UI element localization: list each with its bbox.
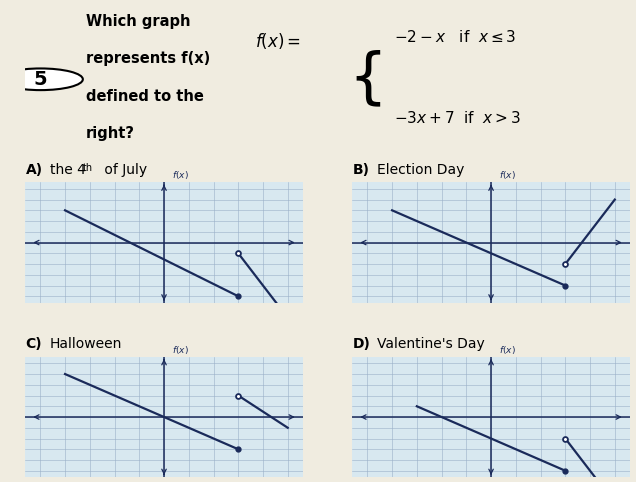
Text: right?: right? xyxy=(86,126,135,141)
Text: defined to the: defined to the xyxy=(86,89,204,104)
Text: Halloween: Halloween xyxy=(50,337,122,351)
Circle shape xyxy=(0,68,83,90)
Text: $-2-x$   if  $x\leq 3$: $-2-x$ if $x\leq 3$ xyxy=(394,29,516,45)
Text: of July: of July xyxy=(100,162,148,176)
Text: $f(x)=$: $f(x)=$ xyxy=(255,30,301,51)
Text: {: { xyxy=(349,50,387,109)
Text: Which graph: Which graph xyxy=(86,14,190,29)
Text: $f(x)$: $f(x)$ xyxy=(499,169,516,181)
Text: th: th xyxy=(83,163,93,173)
Text: Election Day: Election Day xyxy=(377,162,464,176)
Text: B): B) xyxy=(352,162,370,176)
Text: $f(x)$: $f(x)$ xyxy=(172,169,189,181)
Text: represents f(x): represents f(x) xyxy=(86,52,210,67)
Text: $-3x+7$  if  $x>3$: $-3x+7$ if $x>3$ xyxy=(394,110,521,126)
Text: A): A) xyxy=(25,162,43,176)
Text: Valentine's Day: Valentine's Day xyxy=(377,337,485,351)
Text: C): C) xyxy=(25,337,42,351)
Text: $f(x)$: $f(x)$ xyxy=(499,344,516,356)
Text: $f(x)$: $f(x)$ xyxy=(172,344,189,356)
Text: D): D) xyxy=(352,337,370,351)
Text: 5: 5 xyxy=(34,70,47,89)
Text: the 4: the 4 xyxy=(50,162,85,176)
